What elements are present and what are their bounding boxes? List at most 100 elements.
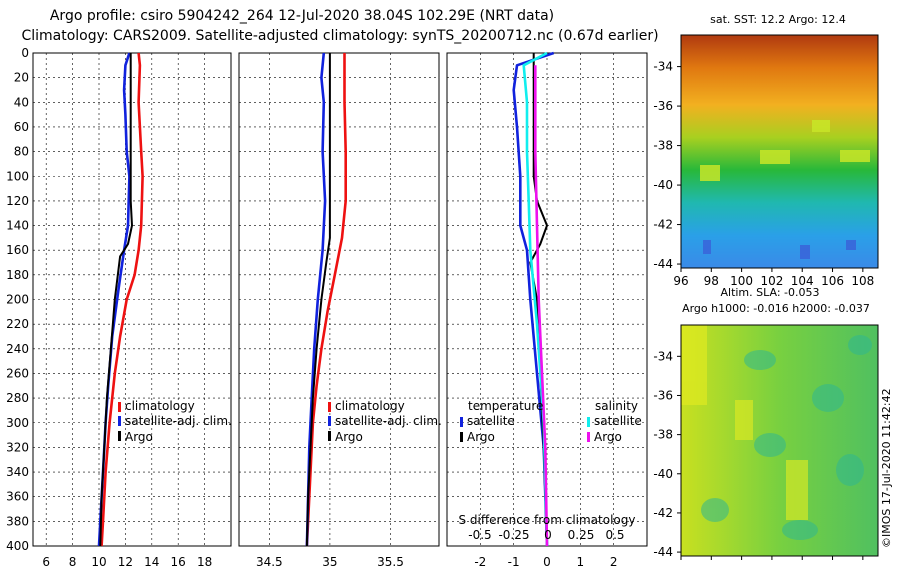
series-line-climatology <box>305 53 348 547</box>
x-tick-label: -2 <box>474 555 486 569</box>
legend-swatch-sal-satellite <box>587 417 590 427</box>
legend-swatch-argo <box>118 431 121 441</box>
series-line-salinity-argo <box>533 65 549 547</box>
lon-tick-label: 104 <box>791 274 814 288</box>
legend-label-satellite: satellite-adj. clim. <box>125 414 232 428</box>
series-line-argo <box>99 53 133 547</box>
s-tick-label: -0.25 <box>498 528 529 542</box>
lat-tick-label: -38 <box>653 139 673 153</box>
lat-tick-label: -42 <box>653 506 673 520</box>
lat-tick-label: -44 <box>653 545 673 559</box>
y-tick-label: 320 <box>6 440 29 454</box>
legend-label-temp-argo: Argo <box>467 430 495 444</box>
s-tick-label: 0.5 <box>605 528 624 542</box>
legend-swatch-temp-argo <box>460 432 463 442</box>
y-tick-label: 240 <box>6 342 29 356</box>
x-tick-label: 8 <box>69 555 77 569</box>
watermark: ©IMOS 17-Jul-2020 11:42:42 <box>880 388 893 548</box>
legend-swatch-argo <box>328 431 331 441</box>
y-tick-label: 300 <box>6 416 29 430</box>
y-tick-label: 380 <box>6 514 29 528</box>
y-tick-label: 0 <box>21 46 29 60</box>
panel-salinity: 34.5 35 35.5 <box>238 52 440 569</box>
x-tick-label: 2 <box>610 555 618 569</box>
y-tick-label: 340 <box>6 465 29 479</box>
s-tick-label: 0.25 <box>568 528 595 542</box>
s-difference-axis: S difference from climatology -0.5 -0.25… <box>459 513 636 542</box>
sla-title-line-1: Altim. SLA: -0.053 <box>720 286 819 299</box>
x-tick-label: 16 <box>171 555 186 569</box>
lon-tick-label: 106 <box>821 274 844 288</box>
y-tick-label: 80 <box>14 145 29 159</box>
legend-label-climatology: climatology <box>335 399 405 413</box>
y-tick-label: 200 <box>6 293 29 307</box>
x-tick-label: 35 <box>322 555 337 569</box>
lat-tick-label: -42 <box>653 218 673 232</box>
sla-map-features <box>681 325 808 520</box>
legend-label-argo: Argo <box>125 430 153 444</box>
panel-frame <box>32 52 232 547</box>
legend-swatch-satellite <box>328 416 331 426</box>
sst-map-features <box>700 120 870 181</box>
y-tick-label: 160 <box>6 243 29 257</box>
x-tick-label: -1 <box>508 555 520 569</box>
sal-legend: climatology satellite-adj. clim. Argo <box>328 399 442 444</box>
series-line-argo <box>305 53 331 547</box>
panel-difference-from-climatology: -2 -1 0 1 2 <box>446 51 648 569</box>
lon-tick-label: 100 <box>730 274 753 288</box>
sst-map-frame <box>680 34 879 269</box>
panel-temperature: 6 8 10 12 14 16 18 <box>32 52 232 569</box>
lat-tick-label: -44 <box>653 257 673 271</box>
y-tick-label: 140 <box>6 219 29 233</box>
legend-swatch-temp-satellite <box>460 417 463 427</box>
y-tick-label: 180 <box>6 268 29 282</box>
lon-tick-label: 108 <box>851 274 874 288</box>
legend-label-satellite: satellite-adj. clim. <box>335 414 442 428</box>
y-tick-label: 40 <box>14 95 29 109</box>
diff-legend: temperature satellite Argo salinity sate… <box>460 399 642 444</box>
series-line-climatology <box>100 52 144 547</box>
y-axis: 0 20 40 60 80 100 120 140 160 180 200 220 240 260 280 3… <box>6 46 29 553</box>
lat-tick-label: -40 <box>653 178 673 192</box>
x-tick-label: 34.5 <box>256 555 283 569</box>
sla-map-frame <box>680 324 879 557</box>
y-tick-label: 220 <box>6 317 29 331</box>
panel-frame <box>238 52 440 547</box>
title-line-1: Argo profile: csiro 5904242_264 12-Jul-2… <box>50 8 554 24</box>
x-tick-label: 14 <box>144 555 159 569</box>
x-tick-label: 12 <box>118 555 133 569</box>
sst-map-title: sat. SST: 12.2 Argo: 12.4 <box>710 13 846 26</box>
x-tick-label: 10 <box>91 555 106 569</box>
x-tick-label: 1 <box>577 555 585 569</box>
y-tick-label: 60 <box>14 120 29 134</box>
lon-tick-label: 98 <box>704 274 719 288</box>
legend-label-sal-argo: Argo <box>594 430 622 444</box>
x-tick-label: 6 <box>42 555 50 569</box>
lon-tick-label: 96 <box>673 274 688 288</box>
legend-swatch-climatology <box>118 402 121 412</box>
y-tick-label: 120 <box>6 194 29 208</box>
y-tick-label: 260 <box>6 366 29 380</box>
legend-swatch-climatology <box>328 402 331 412</box>
lat-tick-label: -36 <box>653 388 673 402</box>
x-tick-label: 35.5 <box>377 555 404 569</box>
temp-legend: climatology satellite-adj. clim. Argo <box>118 399 232 444</box>
lat-tick-label: -34 <box>653 60 673 74</box>
legend-label-climatology: climatology <box>125 399 195 413</box>
legend-label-temp-satellite: satellite <box>467 414 515 428</box>
legend-group-title-temperature: temperature <box>468 399 543 413</box>
y-tick-label: 360 <box>6 490 29 504</box>
profile-panels: 6 8 10 12 14 16 18 34.5 35 35.5 -2 -1 0 1 202040608010… <box>6 46 648 569</box>
sst-map <box>680 34 879 269</box>
sla-map <box>680 324 879 557</box>
s-tick-label: 0 <box>544 528 552 542</box>
sla-map-features <box>701 335 872 540</box>
s-difference-label: S difference from climatology <box>459 513 636 527</box>
y-tick-label: 400 <box>6 539 29 553</box>
legend-swatch-sal-argo <box>587 432 590 442</box>
lon-tick-label: 102 <box>760 274 783 288</box>
legend-swatch-satellite <box>118 416 121 426</box>
lat-tick-label: -34 <box>653 349 673 363</box>
series-line-temperature-satellite <box>512 51 555 547</box>
